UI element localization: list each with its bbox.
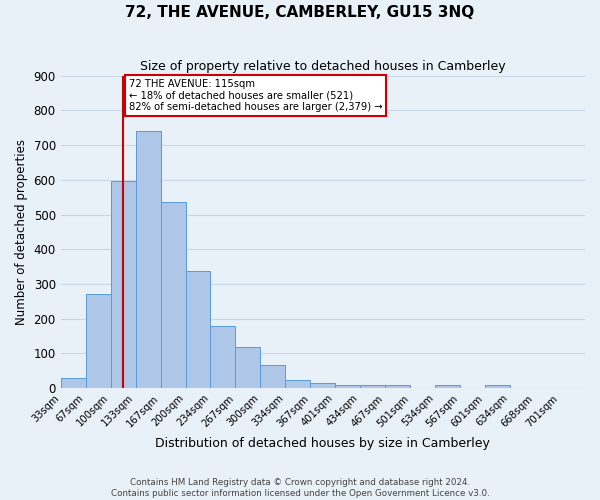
Bar xyxy=(185,272,211,388)
Bar xyxy=(360,386,385,388)
Bar xyxy=(110,181,136,388)
Text: 72, THE AVENUE, CAMBERLEY, GU15 3NQ: 72, THE AVENUE, CAMBERLEY, GU15 3NQ xyxy=(125,5,475,20)
Bar xyxy=(161,202,185,388)
Bar xyxy=(435,384,460,388)
Title: Size of property relative to detached houses in Camberley: Size of property relative to detached ho… xyxy=(140,60,506,73)
Bar xyxy=(485,386,510,388)
Bar xyxy=(86,294,110,388)
Bar xyxy=(260,364,286,388)
X-axis label: Distribution of detached houses by size in Camberley: Distribution of detached houses by size … xyxy=(155,437,490,450)
Bar xyxy=(136,131,161,388)
Text: 72 THE AVENUE: 115sqm
← 18% of detached houses are smaller (521)
82% of semi-det: 72 THE AVENUE: 115sqm ← 18% of detached … xyxy=(129,79,382,112)
Bar xyxy=(211,326,235,388)
Bar xyxy=(335,384,360,388)
Bar xyxy=(61,378,86,388)
Bar xyxy=(286,380,310,388)
Bar xyxy=(235,346,260,388)
Bar xyxy=(385,386,410,388)
Bar xyxy=(310,384,335,388)
Y-axis label: Number of detached properties: Number of detached properties xyxy=(15,139,28,325)
Text: Contains HM Land Registry data © Crown copyright and database right 2024.
Contai: Contains HM Land Registry data © Crown c… xyxy=(110,478,490,498)
